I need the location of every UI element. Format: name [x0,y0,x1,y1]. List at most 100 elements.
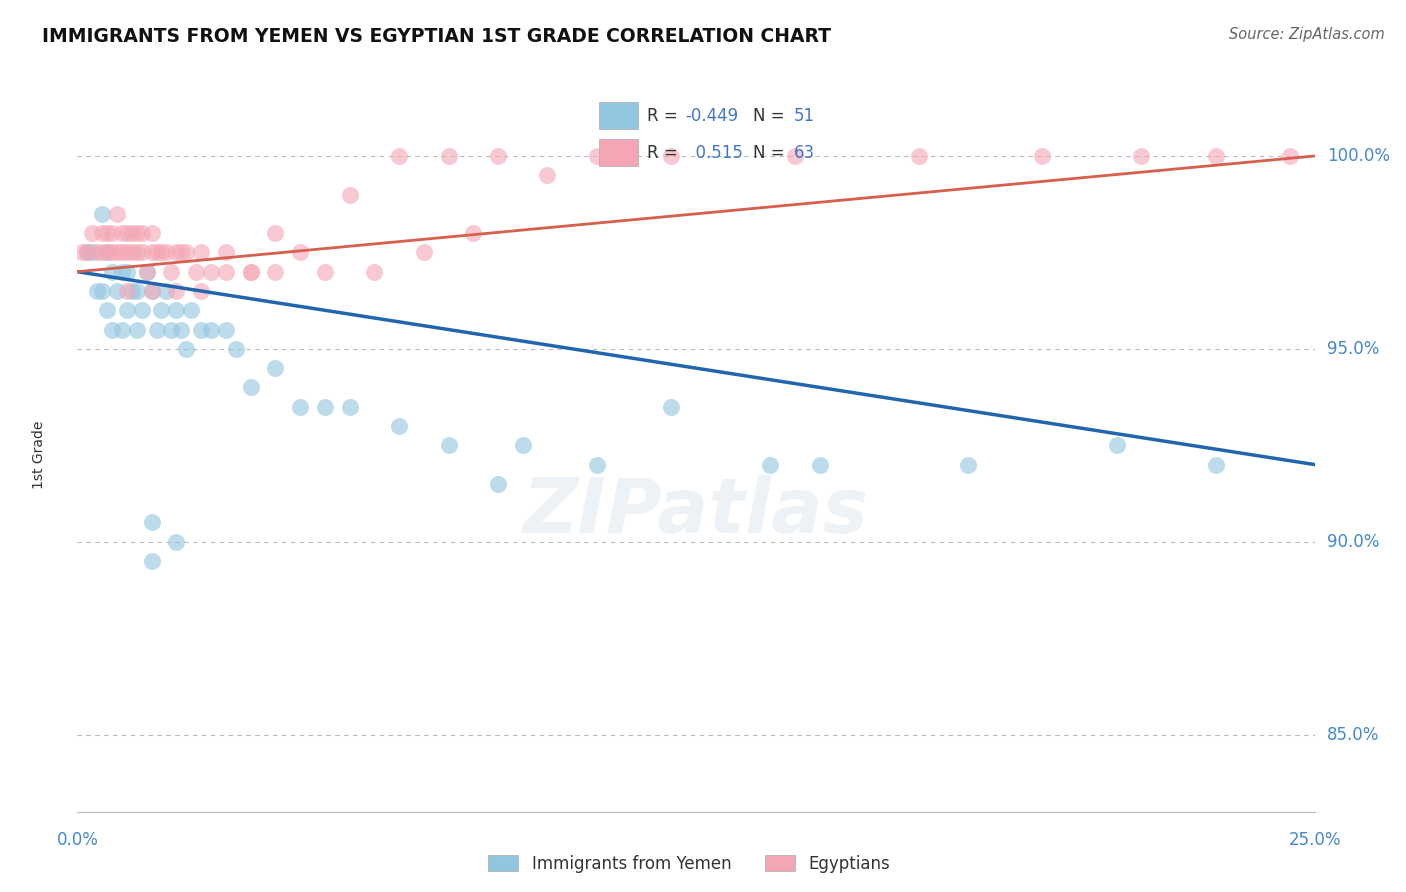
Legend: Immigrants from Yemen, Egyptians: Immigrants from Yemen, Egyptians [482,848,896,880]
Point [96,303,118,318]
Point [536,168,558,182]
Text: N =: N = [754,107,790,125]
Point [180,303,202,318]
Point [141,554,163,568]
Point [121,284,143,298]
Text: R =: R = [647,144,683,161]
Point [76,245,98,260]
Point [586,458,609,472]
Point [131,303,153,318]
Point [160,265,183,279]
Point [105,245,128,260]
Point [150,303,173,318]
Point [121,245,143,260]
Text: 51: 51 [794,107,815,125]
Point [659,400,682,414]
Point [264,226,287,240]
Point [105,284,128,298]
Point [165,284,187,298]
Point [135,265,157,279]
Point [957,458,980,472]
Point [288,245,311,260]
Point [141,284,163,298]
Point [135,265,157,279]
Point [808,458,831,472]
Point [486,476,509,491]
Point [339,400,361,414]
Point [165,534,187,549]
Point [288,400,311,414]
Point [463,226,485,240]
Point [363,265,385,279]
Point [111,245,134,260]
Text: 63: 63 [794,144,815,161]
Point [190,322,212,336]
Point [239,265,262,279]
Text: 25.0%: 25.0% [1288,831,1341,849]
Point [86,245,108,260]
Text: -0.449: -0.449 [685,107,738,125]
Point [115,226,138,240]
Point [1105,438,1128,452]
Point [160,322,183,336]
Point [215,265,238,279]
Text: 95.0%: 95.0% [1327,340,1379,358]
Point [125,322,148,336]
Text: 90.0%: 90.0% [1327,533,1379,550]
Point [111,322,134,336]
Point [82,226,104,240]
Point [586,149,609,163]
Point [783,149,806,163]
Point [170,322,193,336]
Point [105,207,128,221]
Point [141,284,163,298]
Point [115,265,138,279]
Point [1205,458,1227,472]
Point [115,303,138,318]
Text: 100.0%: 100.0% [1327,147,1391,165]
Point [907,149,929,163]
Point [72,245,94,260]
Point [165,245,187,260]
Point [759,458,782,472]
Point [121,226,143,240]
Text: IMMIGRANTS FROM YEMEN VS EGYPTIAN 1ST GRADE CORRELATION CHART: IMMIGRANTS FROM YEMEN VS EGYPTIAN 1ST GR… [42,27,831,45]
Point [174,245,197,260]
Point [388,419,411,434]
Point [131,245,153,260]
Point [125,284,148,298]
Point [96,226,118,240]
Point [125,245,148,260]
Text: 1st Grade: 1st Grade [32,421,46,489]
Text: 0.0%: 0.0% [56,831,98,849]
Point [91,284,114,298]
Bar [599,102,638,129]
Point [170,245,193,260]
Point [190,245,212,260]
Text: N =: N = [754,144,790,161]
Point [76,245,98,260]
Point [239,265,262,279]
Point [131,226,153,240]
Point [1031,149,1053,163]
Point [412,245,434,260]
Point [165,303,187,318]
Point [82,245,104,260]
Point [190,284,212,298]
Bar [599,139,638,166]
Text: R =: R = [647,107,683,125]
Point [91,245,114,260]
Point [101,322,124,336]
Point [96,245,118,260]
Point [91,207,114,221]
Point [145,245,167,260]
Point [101,265,124,279]
Point [150,245,173,260]
Point [115,245,138,260]
Point [125,226,148,240]
Point [339,187,361,202]
Point [215,322,238,336]
Point [486,149,509,163]
Text: Source: ZipAtlas.com: Source: ZipAtlas.com [1229,27,1385,42]
Point [101,245,124,260]
